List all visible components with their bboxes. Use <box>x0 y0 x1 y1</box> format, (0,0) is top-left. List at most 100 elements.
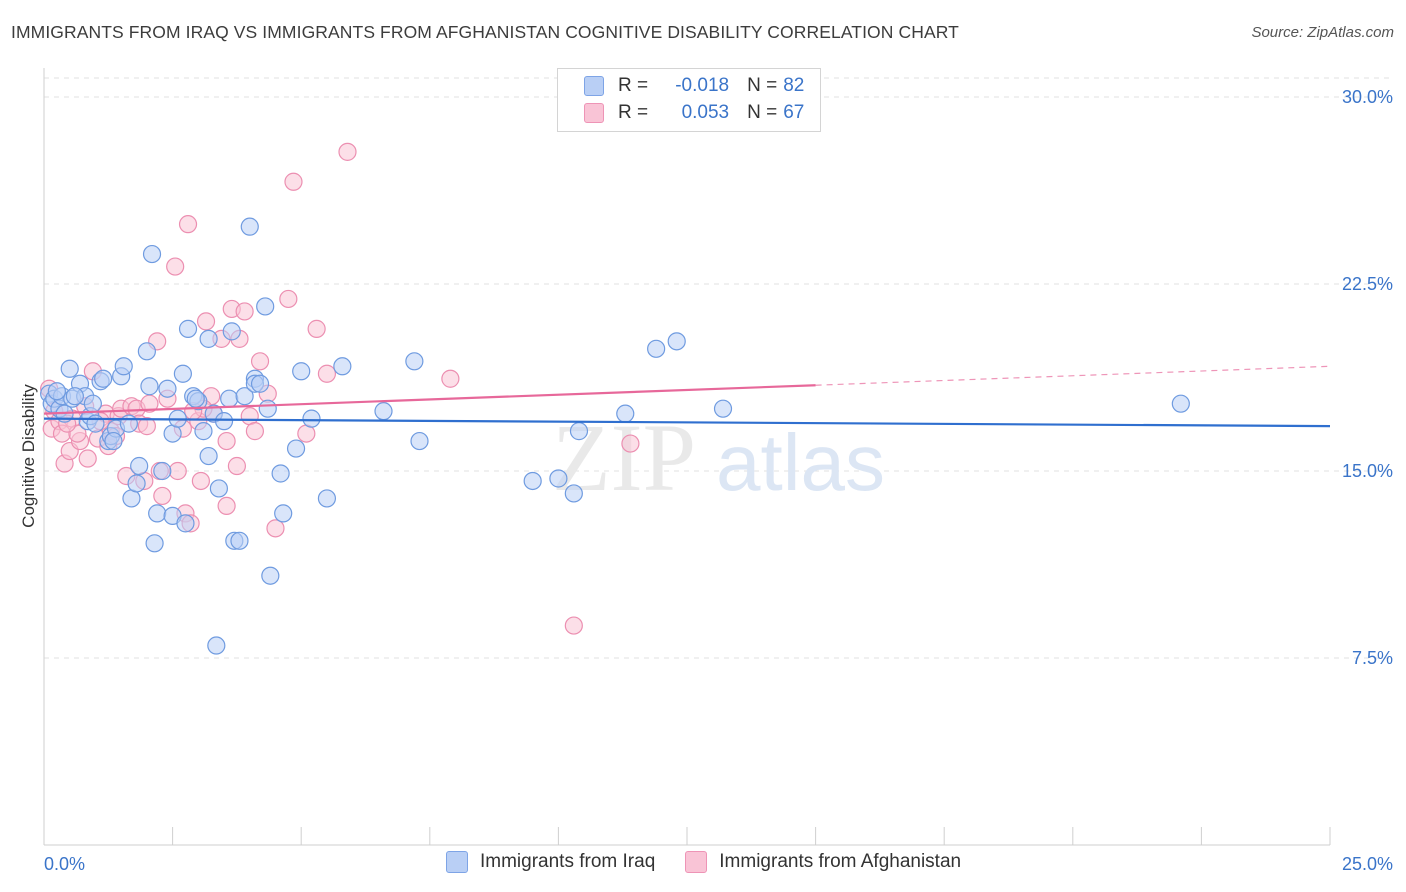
iraq-point <box>713 399 733 418</box>
afghanistan-swatch <box>685 851 708 873</box>
iraq-point <box>374 402 393 421</box>
afghanistan-point <box>153 486 172 506</box>
afghanistan-point <box>191 471 210 491</box>
iraq-point <box>142 244 162 264</box>
y-axis-label: Cognitive Disability <box>19 384 38 528</box>
source-label: Source: ZipAtlas.com <box>1251 24 1394 41</box>
afghanistan-point <box>284 172 303 191</box>
tick-labels: 7.5% 15.0% 22.5% 30.0% 0.0% 25.0% <box>44 87 1393 874</box>
afghanistan-point <box>279 289 298 309</box>
afghanistan-n-value: 67 <box>783 102 805 123</box>
iraq-point <box>207 636 226 655</box>
iraq-point <box>523 471 542 491</box>
x-tick-label-max: 25.0% <box>1342 854 1393 874</box>
iraq-point <box>173 364 192 383</box>
chart-title: IMMIGRANTS FROM IRAQ VS IMMIGRANTS FROM … <box>11 22 959 42</box>
iraq-point <box>209 479 228 498</box>
iraq-point <box>256 297 275 316</box>
legend-iraq-label: Immigrants from Iraq <box>480 851 656 872</box>
afghanistan-point <box>338 142 357 161</box>
afghanistan-point <box>235 302 254 321</box>
iraq-point <box>286 439 306 458</box>
n-label: N = <box>747 102 778 123</box>
afghanistan-point <box>178 215 198 234</box>
iraq-point <box>317 489 337 508</box>
watermark: ZIP atlas <box>552 404 885 511</box>
iraq-swatch <box>446 851 468 873</box>
iraq-point <box>114 357 133 376</box>
iraq-point <box>1171 394 1190 413</box>
iraq-point <box>274 504 293 523</box>
iraq-point <box>261 566 280 585</box>
iraq-point <box>199 446 218 466</box>
iraq-point <box>647 339 666 358</box>
legend-afghanistan-label: Immigrants from Afghanistan <box>719 851 962 872</box>
iraq-point <box>199 329 218 348</box>
iraq-point <box>222 322 241 341</box>
iraq-point <box>292 362 311 381</box>
iraq-point <box>235 387 254 406</box>
iraq-r-value: -0.018 <box>675 75 730 96</box>
afghanistan-point <box>196 312 216 331</box>
iraq-point <box>119 414 138 433</box>
afghanistan-r-value: 0.053 <box>681 102 730 123</box>
afghanistan-point <box>317 364 337 383</box>
iraq-point <box>220 389 239 408</box>
iraq-swatch <box>584 76 604 96</box>
afghanistan-point <box>245 422 265 441</box>
r-label: R = <box>618 75 649 96</box>
y-tick-label: 22.5% <box>1342 274 1393 294</box>
iraq-point <box>148 504 167 523</box>
iraq-point <box>569 422 589 441</box>
series-legend: Immigrants from Iraq Immigrants from Afg… <box>446 851 991 873</box>
r-label: R = <box>618 102 649 123</box>
iraq-point <box>549 469 568 488</box>
afghanistan-point <box>168 461 187 481</box>
iraq-n-value: 82 <box>783 75 805 96</box>
watermark-atlas: atlas <box>716 418 885 507</box>
iraq-point <box>230 531 249 550</box>
iraq-point <box>302 409 321 428</box>
iraq-point <box>616 404 635 423</box>
iraq-point <box>137 342 156 361</box>
iraq-point <box>60 359 79 378</box>
iraq-point <box>47 382 66 401</box>
iraq-point <box>667 332 686 351</box>
iraq-point <box>94 369 113 388</box>
iraq-point <box>65 387 84 406</box>
iraq-point <box>240 217 259 236</box>
afghanistan-point <box>621 434 640 453</box>
afghanistan-point <box>217 496 236 516</box>
afghanistan-point <box>227 456 246 476</box>
y-tick-label: 30.0% <box>1342 87 1393 107</box>
iraq-point <box>186 389 205 408</box>
stats-legend: R = -0.018 N = 82 R = 0.053 N = 67 <box>557 68 821 132</box>
trend-lines <box>43 365 1331 428</box>
y-tick-label: 7.5% <box>1352 648 1393 668</box>
iraq-point <box>178 319 198 338</box>
afghanistan-point <box>441 369 460 388</box>
afghanistan-trend-line <box>43 384 816 415</box>
afghanistan-point <box>250 352 270 371</box>
n-label: N = <box>747 75 778 96</box>
afghanistan-point <box>78 449 97 468</box>
afghanistan-point <box>564 616 583 635</box>
afghanistan-point <box>137 417 156 436</box>
afghanistan-point <box>217 431 236 451</box>
iraq-point <box>104 431 123 451</box>
iraq-point <box>83 394 102 413</box>
axes <box>43 68 1331 846</box>
iraq-point <box>127 474 146 493</box>
iraq-point <box>145 534 164 553</box>
iraq-point <box>271 464 290 483</box>
iraq-point <box>140 377 159 396</box>
iraq-point <box>176 514 195 533</box>
iraq-trend-line <box>43 417 1331 428</box>
legend-item-iraq: Immigrants from Iraq <box>446 851 655 873</box>
afghanistan-point <box>307 319 326 338</box>
afghanistan-point <box>166 257 185 276</box>
afghanistan-swatch <box>584 103 604 123</box>
legend-row-iraq: R = -0.018 N = 82 <box>584 73 804 99</box>
iraq-point <box>333 357 352 376</box>
